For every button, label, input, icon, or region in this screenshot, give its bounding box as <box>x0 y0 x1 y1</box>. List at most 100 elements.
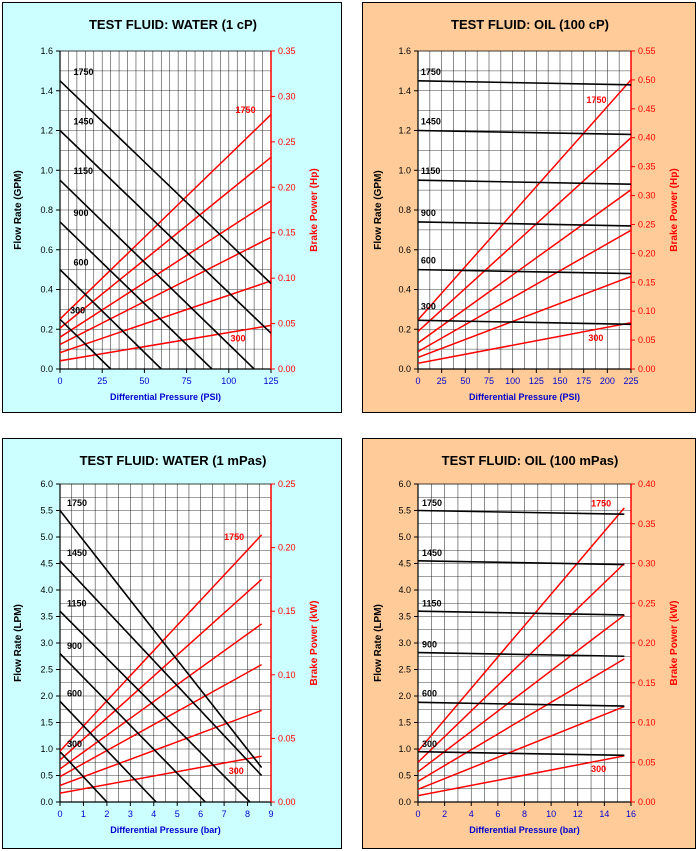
y2-tick-label: 0.25 <box>278 137 296 147</box>
flow-label-1450: 1450 <box>74 117 94 127</box>
y-tick-label: 5.5 <box>40 506 53 516</box>
power-line-1150 <box>60 623 263 770</box>
y-tick-label: 5.0 <box>40 532 53 542</box>
y-axis-label: Flow Rate (GPM) <box>13 170 24 249</box>
flow-line-600 <box>60 700 157 802</box>
flow-line-900 <box>418 651 625 658</box>
y-tick-label: 0.8 <box>398 205 411 215</box>
flow-line-1750 <box>418 80 631 86</box>
y-tick-label: 4.0 <box>398 585 411 595</box>
flow-label-600: 600 <box>422 689 437 699</box>
power-line-1750 <box>60 534 263 752</box>
flow-label-1150: 1150 <box>422 599 442 609</box>
y-tick-label: 3.5 <box>398 612 411 622</box>
power-label-1750: 1750 <box>236 105 256 115</box>
y-tick-label: 1.0 <box>398 744 411 754</box>
flow-label-1750: 1750 <box>421 67 441 77</box>
power-label-300: 300 <box>230 334 245 344</box>
y-tick-label: 2.5 <box>40 665 53 675</box>
y2-axis-label: Brake Power (Hp) <box>309 168 320 251</box>
y-tick-label: 1.2 <box>398 126 411 136</box>
x-tick-label: 25 <box>97 376 107 386</box>
power-label-300: 300 <box>591 764 606 774</box>
power-line-600 <box>418 705 625 790</box>
x-tick-label: 2 <box>104 809 109 819</box>
flow-label-1150: 1150 <box>74 166 94 176</box>
power-line-1750 <box>418 79 631 321</box>
flow-line-1750 <box>60 80 271 285</box>
chart-panel-water-us: TEST FLUID: WATER (1 cP) 0 25 50 75 100 125 0.0… <box>2 2 342 413</box>
power-line-900 <box>60 236 271 346</box>
y-tick-label: 0.5 <box>40 771 53 781</box>
chart-panel-oil-us: TEST FLUID: OIL (100 cP) 0 25 50 75 100 125 150… <box>362 2 696 413</box>
x-tick-label: 0 <box>57 376 62 386</box>
power-line-900 <box>418 658 625 782</box>
flow-line-900 <box>60 653 206 802</box>
power-line-1450 <box>60 578 263 761</box>
y-tick-label: 3.0 <box>398 638 411 648</box>
y-tick-label: 0.6 <box>398 245 411 255</box>
y-axis-label: Flow Rate (LPM) <box>13 604 24 682</box>
power-line-900 <box>60 663 262 778</box>
x-tick-label: 150 <box>552 376 567 386</box>
flow-label-300: 300 <box>421 301 436 311</box>
y-tick-label: 1.4 <box>398 86 411 96</box>
power-label-1750: 1750 <box>587 95 607 105</box>
y-tick-label: 2.0 <box>40 691 53 701</box>
y-tick-label: 4.5 <box>40 559 53 569</box>
y2-tick-label: 0.35 <box>278 46 296 56</box>
x-tick-label: 9 <box>268 809 273 819</box>
flow-line-600 <box>418 268 631 275</box>
y-tick-label: 0.4 <box>398 285 411 295</box>
y-tick-label: 0.0 <box>40 364 53 374</box>
y-tick-label: 0.8 <box>40 205 53 215</box>
chart-svg: TEST FLUID: OIL (100 cP) 0 25 50 75 100 125 150… <box>373 17 680 402</box>
y-tick-label: 3.5 <box>40 612 53 622</box>
power-line-600 <box>60 709 262 787</box>
y-tick-label: 0.2 <box>40 324 53 334</box>
x-tick-label: 175 <box>576 376 591 386</box>
flow-label-300: 300 <box>422 739 437 749</box>
x-tick-label: 75 <box>182 376 192 386</box>
y2-tick-label: 0.20 <box>638 248 656 258</box>
flow-label-1750: 1750 <box>422 498 442 508</box>
flow-label-1450: 1450 <box>67 548 87 558</box>
flow-label-300: 300 <box>70 305 85 315</box>
chart-svg: TEST FLUID: OIL (100 mPas)0 2 4 6 8 10 12 14 160… <box>373 453 680 835</box>
flow-line-300 <box>418 750 625 757</box>
power-line-1450 <box>418 562 625 763</box>
power-line-1150 <box>418 614 625 773</box>
y2-tick-label: 0.15 <box>278 606 296 616</box>
x-tick-label: 125 <box>529 376 544 386</box>
flow-label-600: 600 <box>421 256 436 266</box>
x-tick-label: 100 <box>505 376 520 386</box>
flow-line-1150 <box>60 610 251 802</box>
chart-panel-oil-metric: TEST FLUID: OIL (100 mPas) 0 2 4 6 8 10 12 14 16 0… <box>362 438 696 849</box>
y-tick-label: 0.5 <box>398 771 411 781</box>
series-group <box>60 510 263 802</box>
x-tick-label: 0 <box>415 376 420 386</box>
y2-tick-label: 0.25 <box>638 598 656 608</box>
x-tick-label: 50 <box>139 376 149 386</box>
y2-axis-label: Brake Power (Hp) <box>669 168 680 251</box>
gridlines <box>60 51 271 369</box>
flow-label-900: 900 <box>67 641 82 651</box>
x-axis-label: Differential Pressure (bar) <box>110 825 221 835</box>
flow-line-1750 <box>60 510 263 769</box>
y2-axis-label: Brake Power (kW) <box>669 600 680 685</box>
flow-label-900: 900 <box>74 208 89 218</box>
y-axis-label: Flow Rate (LPM) <box>373 604 384 682</box>
y2-tick-label: 0.20 <box>278 182 296 192</box>
series-group <box>60 80 271 369</box>
chart-title: TEST FLUID: WATER (1 cP) <box>89 17 257 32</box>
y-tick-label: 1.6 <box>398 46 411 56</box>
y2-tick-label: 0.05 <box>278 733 296 743</box>
y-tick-label: 0.0 <box>398 364 411 374</box>
power-label-300: 300 <box>229 766 244 776</box>
y-tick-label: 0.0 <box>40 797 53 807</box>
chart-svg: TEST FLUID: WATER (1 mPas)0 1 2 3 4 5 6 7 8 90.00… <box>13 453 320 835</box>
x-tick-label: 1 <box>81 809 86 819</box>
y2-tick-label: 0.40 <box>638 133 656 143</box>
flow-label-1750: 1750 <box>67 498 87 508</box>
flow-line-600 <box>418 701 625 707</box>
